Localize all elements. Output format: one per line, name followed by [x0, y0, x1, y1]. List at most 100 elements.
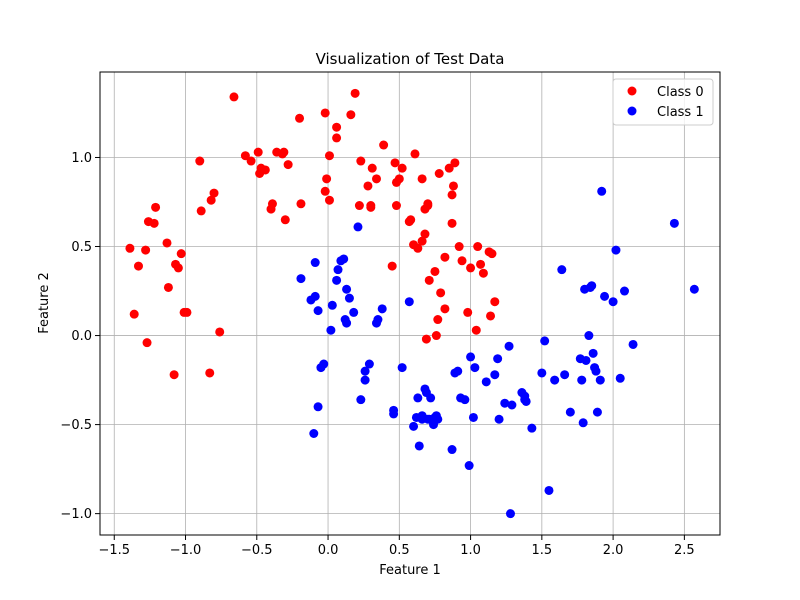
- point-class-1: [527, 423, 537, 433]
- point-class-0: [413, 243, 423, 253]
- point-class-1: [332, 275, 342, 285]
- point-class-0: [296, 199, 306, 209]
- x-tick-label: 2.0: [603, 543, 624, 558]
- point-class-1: [310, 258, 320, 268]
- point-class-0: [440, 252, 450, 262]
- x-tick-label: −1.5: [98, 543, 130, 558]
- chart-title: Visualization of Test Data: [316, 50, 505, 68]
- legend-box: [612, 78, 714, 126]
- point-class-0: [133, 261, 143, 271]
- point-class-0: [295, 113, 305, 123]
- point-class-0: [490, 297, 500, 307]
- point-class-1: [364, 359, 374, 369]
- point-class-0: [476, 259, 486, 269]
- point-class-0: [372, 174, 382, 184]
- point-class-1: [460, 395, 470, 405]
- legend-marker-class-1: [627, 106, 637, 116]
- point-class-0: [267, 199, 277, 209]
- point-class-1: [353, 222, 363, 232]
- point-class-0: [421, 334, 431, 344]
- point-class-0: [466, 263, 476, 273]
- point-class-1: [447, 445, 457, 455]
- point-class-0: [142, 338, 152, 348]
- point-class-0: [320, 108, 330, 118]
- point-class-0: [322, 174, 332, 184]
- y-axis-label: Feature 2: [37, 272, 52, 334]
- point-class-1: [389, 409, 399, 419]
- point-class-1: [470, 363, 480, 373]
- point-class-0: [440, 304, 450, 314]
- point-class-0: [397, 163, 407, 173]
- point-class-1: [557, 265, 567, 275]
- x-tick-label: 2.5: [674, 543, 695, 558]
- y-tick-label: 0.5: [71, 240, 92, 255]
- point-class-0: [196, 206, 206, 216]
- legend-label-class-0: Class 0: [657, 85, 704, 100]
- point-class-0: [444, 163, 454, 173]
- point-class-1: [339, 254, 349, 264]
- point-class-0: [182, 307, 192, 317]
- legend: Class 0 Class 1: [612, 78, 714, 126]
- point-class-0: [436, 288, 446, 298]
- point-class-1: [356, 395, 366, 405]
- point-class-0: [406, 215, 416, 225]
- point-class-0: [149, 218, 159, 228]
- y-tick-label: −1.0: [60, 507, 92, 522]
- point-class-0: [253, 147, 263, 157]
- legend-label-class-1: Class 1: [657, 105, 704, 120]
- point-class-1: [689, 284, 699, 294]
- point-class-0: [280, 215, 290, 225]
- y-tick-label: −0.5: [60, 418, 92, 433]
- point-class-1: [327, 300, 337, 310]
- point-class-1: [313, 306, 323, 316]
- point-class-0: [283, 160, 293, 170]
- point-class-1: [468, 412, 478, 422]
- point-class-1: [611, 245, 621, 255]
- point-class-0: [141, 245, 151, 255]
- point-class-0: [195, 156, 205, 166]
- point-class-1: [360, 375, 370, 385]
- point-class-0: [417, 236, 427, 246]
- point-class-0: [163, 282, 173, 292]
- x-tick-label: 1.5: [531, 543, 552, 558]
- point-class-1: [373, 315, 383, 325]
- point-class-1: [544, 485, 554, 495]
- point-class-0: [356, 156, 366, 166]
- point-class-0: [173, 263, 183, 273]
- point-class-1: [669, 218, 679, 228]
- point-class-1: [600, 291, 610, 301]
- point-class-0: [240, 151, 250, 161]
- x-tick-label: −0.5: [241, 543, 273, 558]
- point-class-1: [397, 363, 407, 373]
- point-class-0: [424, 275, 434, 285]
- point-class-1: [507, 400, 517, 410]
- point-class-0: [417, 174, 427, 184]
- point-class-0: [169, 370, 179, 380]
- point-class-1: [504, 341, 514, 351]
- point-class-1: [597, 186, 607, 196]
- point-class-1: [342, 318, 352, 328]
- point-class-0: [279, 147, 289, 157]
- point-class-0: [367, 163, 377, 173]
- point-class-1: [584, 331, 594, 341]
- point-class-1: [588, 348, 598, 358]
- point-class-1: [550, 375, 560, 385]
- point-class-0: [387, 261, 397, 271]
- point-class-1: [615, 373, 625, 383]
- point-class-0: [431, 331, 441, 341]
- point-class-1: [505, 509, 515, 519]
- point-class-0: [420, 229, 430, 239]
- point-class-1: [333, 265, 343, 275]
- point-class-1: [620, 286, 630, 296]
- point-class-0: [229, 92, 239, 102]
- point-class-0: [129, 309, 139, 319]
- point-class-0: [209, 188, 219, 198]
- point-class-1: [540, 336, 550, 346]
- point-class-1: [360, 366, 370, 376]
- y-tick-label: 0.0: [71, 329, 92, 344]
- point-class-1: [578, 418, 588, 428]
- point-class-0: [486, 311, 496, 321]
- point-class-1: [426, 393, 436, 403]
- point-class-0: [447, 190, 457, 200]
- point-class-0: [366, 201, 376, 211]
